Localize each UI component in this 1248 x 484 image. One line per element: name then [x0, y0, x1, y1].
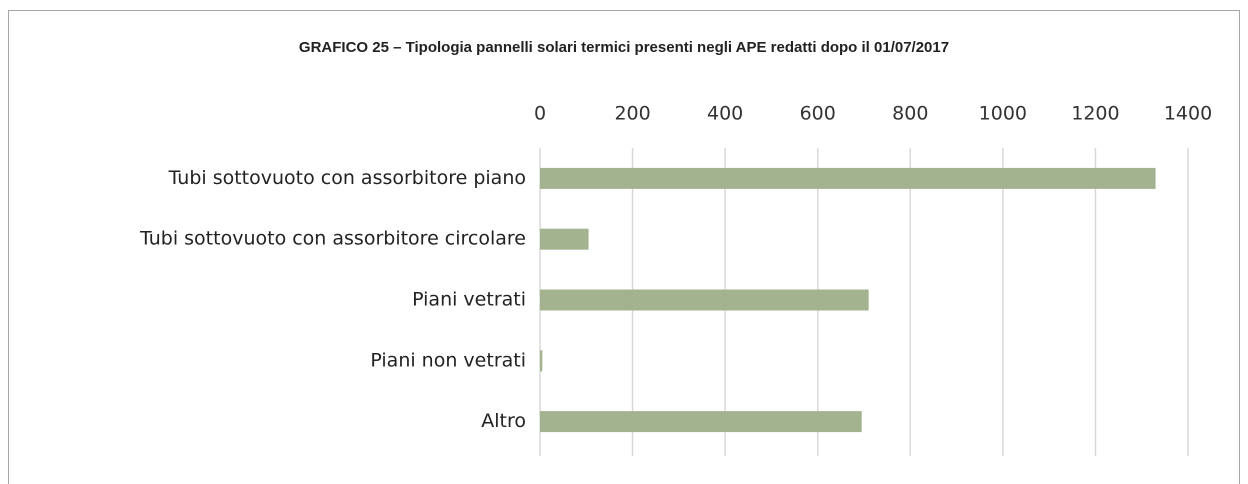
chart-title: GRAFICO 25 – Tipologia pannelli solari t… [299, 39, 949, 56]
y-tick-label: Tubi sottovuoto con assorbitore piano [168, 167, 526, 189]
y-tick-label: Tubi sottovuoto con assorbitore circolar… [139, 228, 526, 250]
chart-border [8, 10, 1240, 484]
bar [540, 289, 869, 311]
x-tick-label: 1000 [979, 103, 1027, 125]
bar [540, 228, 589, 250]
bar [540, 350, 543, 372]
y-tick-label: Piani non vetrati [370, 349, 526, 371]
x-tick-label: 1200 [1071, 103, 1119, 125]
y-tick-label: Piani vetrati [412, 289, 526, 311]
x-tick-label: 400 [707, 103, 743, 125]
bar [540, 167, 1156, 189]
bar [540, 411, 862, 433]
x-tick-label: 0 [534, 103, 546, 125]
x-tick-label: 600 [800, 103, 836, 125]
x-tick-label: 200 [614, 103, 650, 125]
x-tick-label: 800 [892, 103, 928, 125]
x-tick-label: 1400 [1164, 103, 1212, 125]
y-tick-label: Altro [481, 410, 526, 432]
